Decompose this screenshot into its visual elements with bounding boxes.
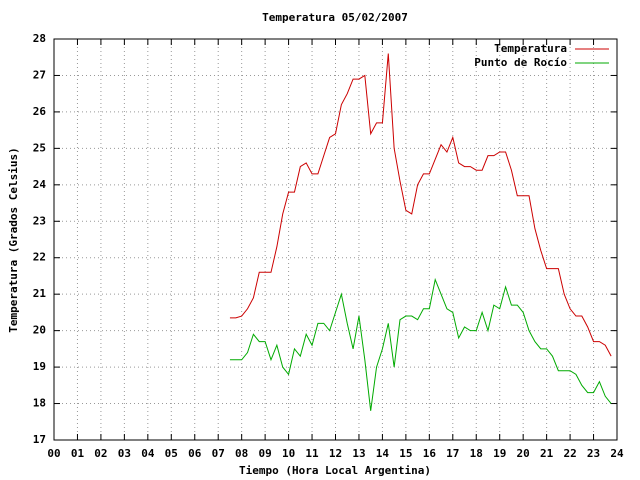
x-tick-label: 07: [212, 447, 225, 460]
x-tick-label: 24: [610, 447, 624, 460]
x-axis-label: Tiempo (Hora Local Argentina): [239, 464, 431, 477]
y-tick-label: 22: [33, 251, 46, 264]
x-tick-label: 21: [540, 447, 554, 460]
x-tick-label: 15: [399, 447, 412, 460]
x-tick-label: 10: [282, 447, 295, 460]
chart-title: Temperatura 05/02/2007: [262, 11, 408, 24]
legend-label: Temperatura: [494, 42, 567, 55]
y-tick-label: 21: [33, 287, 47, 300]
x-tick-label: 19: [493, 447, 506, 460]
y-tick-label: 27: [33, 68, 46, 81]
y-axis-label: Temperatura (Grados Celsius): [7, 147, 20, 332]
x-tick-label: 05: [165, 447, 178, 460]
legend-label: Punto de Rocío: [474, 56, 567, 69]
x-tick-label: 22: [563, 447, 576, 460]
x-tick-label: 02: [94, 447, 107, 460]
x-tick-label: 08: [235, 447, 248, 460]
x-tick-label: 09: [259, 447, 272, 460]
x-tick-label: 13: [352, 447, 365, 460]
x-tick-label: 14: [376, 447, 390, 460]
x-tick-label: 11: [305, 447, 319, 460]
y-tick-label: 24: [33, 178, 47, 191]
y-tick-label: 26: [33, 105, 47, 118]
x-tick-label: 18: [470, 447, 483, 460]
x-tick-label: 23: [587, 447, 600, 460]
x-tick-label: 17: [446, 447, 459, 460]
x-tick-label: 04: [141, 447, 155, 460]
y-tick-label: 20: [33, 324, 46, 337]
x-tick-label: 06: [188, 447, 202, 460]
data-line: [229, 277, 612, 411]
y-tick-label: 17: [33, 433, 46, 446]
plot-frame: [53, 38, 618, 441]
y-tick-label: 19: [33, 360, 46, 373]
x-tick-label: 16: [423, 447, 437, 460]
x-tick-label: 00: [47, 447, 60, 460]
x-tick-label: 20: [517, 447, 530, 460]
y-tick-label: 23: [33, 214, 46, 227]
x-tick-label: 01: [71, 447, 85, 460]
y-tick-label: 28: [33, 32, 46, 45]
x-tick-label: 03: [118, 447, 131, 460]
data-line: [229, 53, 612, 357]
y-tick-label: 25: [33, 141, 46, 154]
x-tick-label: 12: [329, 447, 342, 460]
y-tick-label: 18: [33, 397, 46, 410]
